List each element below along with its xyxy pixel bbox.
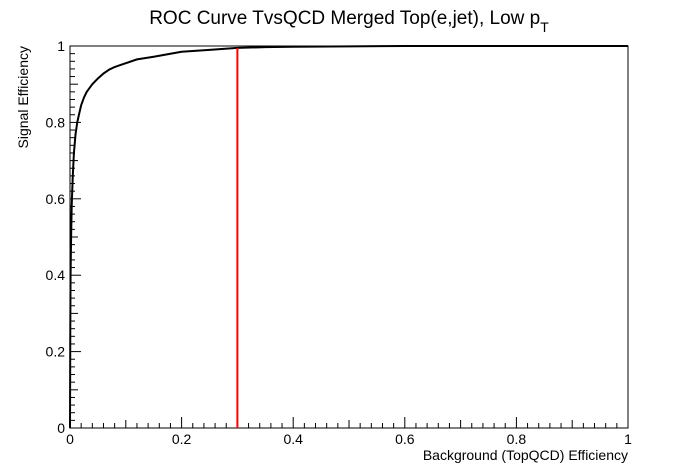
x-axis: 0 0.2 0.4 0.6 0.8 1 [66,417,632,447]
plot-frame [69,45,629,429]
y-axis: 0 0.2 0.4 0.6 0.8 1 [46,38,81,436]
y-tick-label: 1 [57,38,65,54]
x-tick-label: 0.8 [507,431,527,447]
y-tick-label: 0.2 [46,344,66,360]
y-tick-label: 0.6 [46,191,66,207]
x-axis-title: Background (TopQCD) Efficiency [423,447,628,463]
x-tick-label: 1 [624,431,632,447]
roc-curve-line [69,45,628,429]
chart-title-text: ROC Curve TvsQCD Merged Top(e,jet), Low … [149,8,540,29]
y-axis-title: Signal Efficiency [15,46,31,148]
chart-title: ROC Curve TvsQCD Merged Top(e,jet), Low … [149,8,549,35]
plot-marks [69,45,628,429]
y-tick-label: 0.4 [46,267,66,283]
y-tick-label: 0 [57,420,65,436]
x-tick-label: 0.2 [172,431,192,447]
x-tick-label: 0.6 [395,431,415,447]
x-tick-label: 0.4 [283,431,303,447]
chart-title-subscript: T [540,19,549,35]
x-tick-label: 0 [66,431,74,447]
y-tick-label: 0.8 [46,114,66,130]
